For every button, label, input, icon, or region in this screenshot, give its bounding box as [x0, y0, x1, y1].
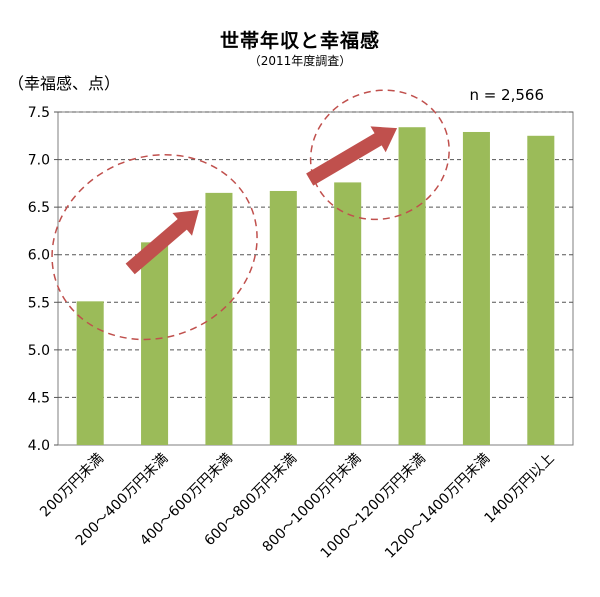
bar	[334, 182, 362, 446]
highlight-ellipse	[51, 153, 258, 341]
bar	[398, 127, 426, 446]
highlight-ellipse	[309, 89, 450, 221]
y-tick-label: 6.5	[28, 200, 50, 216]
trend-arrow	[306, 126, 398, 186]
bar	[76, 301, 104, 445]
y-tick-label: 4.0	[28, 438, 50, 454]
y-tick-label: 5.0	[28, 343, 50, 359]
bar	[269, 190, 297, 445]
y-tick-label: 7.5	[28, 105, 50, 121]
sample-size-label: n = 2,566	[469, 86, 544, 104]
bar	[141, 242, 169, 445]
trend-arrow-shape	[306, 126, 398, 186]
bar	[205, 192, 233, 445]
y-tick-label: 5.5	[28, 295, 50, 311]
chart-subtitle: （2011年度調査）	[248, 54, 352, 68]
y-tick-label: 4.5	[28, 390, 50, 406]
x-tick-label: 1000～1200万円未満	[318, 451, 429, 562]
bar	[527, 135, 555, 446]
x-tick-label: 200万円未満	[37, 451, 107, 521]
trend-arrow-shape	[125, 209, 199, 275]
y-tick-label: 7.0	[28, 153, 50, 169]
chart-title: 世帯年収と幸福感	[219, 30, 380, 52]
x-tick-label: 1200～1400万円未満	[382, 451, 493, 562]
bar	[462, 131, 490, 446]
plot-area	[57, 111, 574, 446]
trend-arrow	[125, 209, 199, 275]
y-tick-label: 6.0	[28, 248, 50, 264]
y-axis-label: （幸福感、点）	[8, 74, 121, 93]
